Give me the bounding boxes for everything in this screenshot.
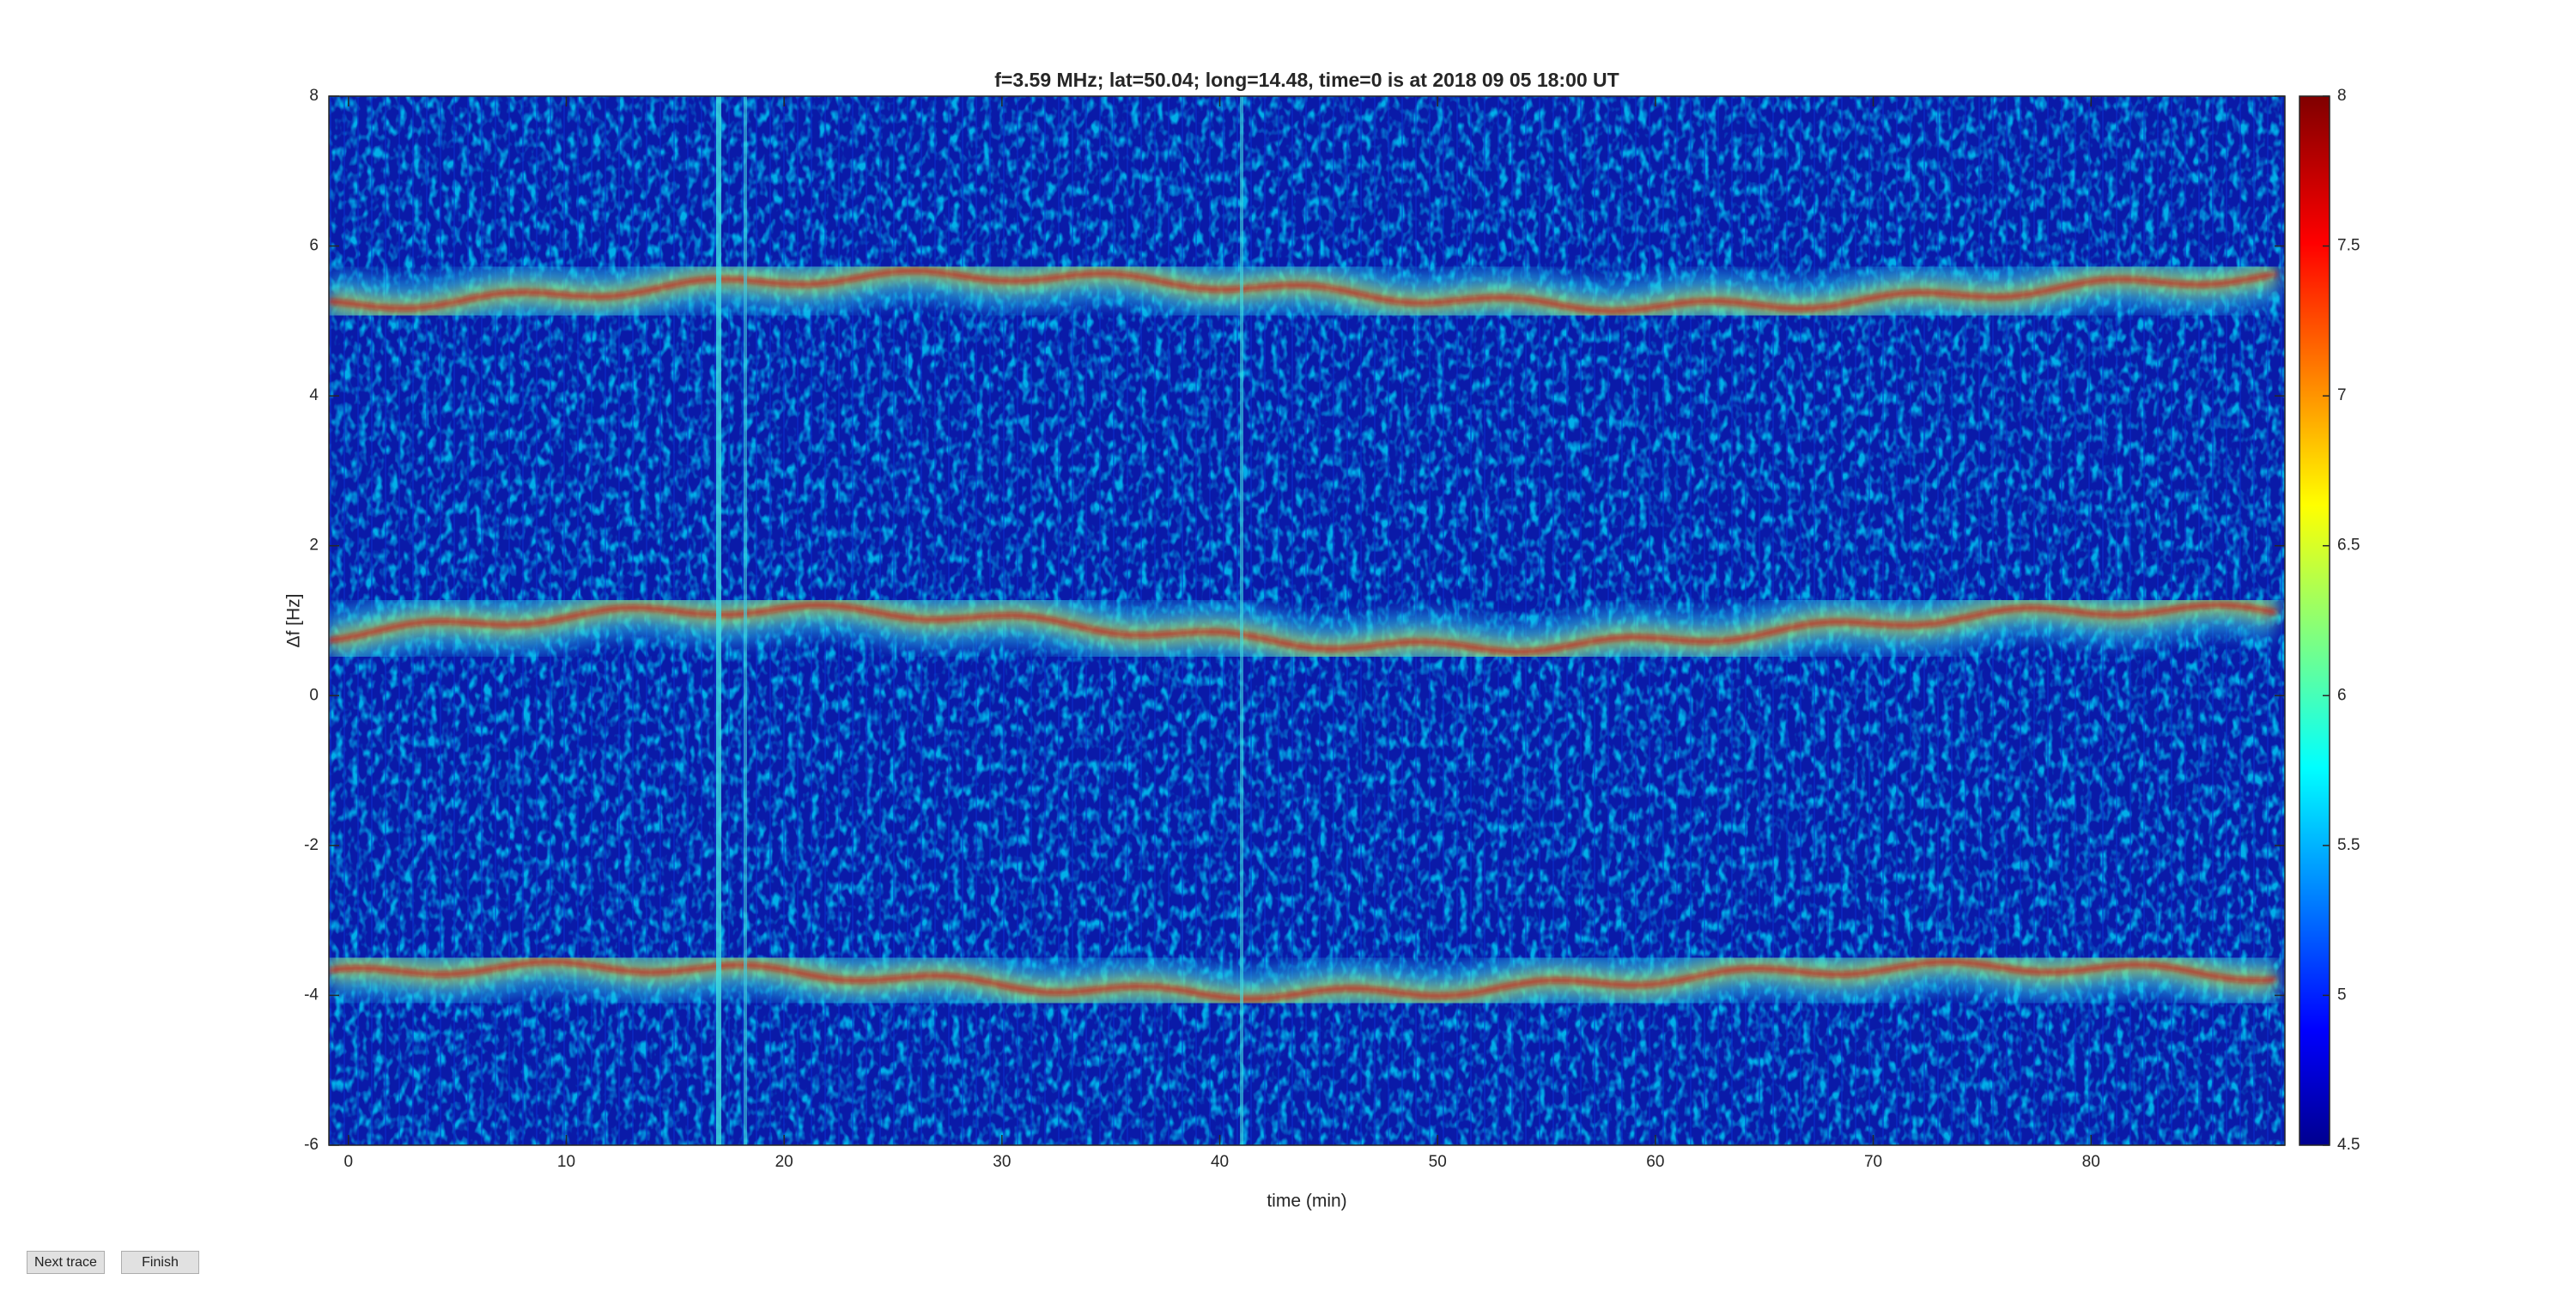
y-tick-label: 2 bbox=[309, 537, 319, 555]
x-tick-label: 0 bbox=[344, 1153, 354, 1171]
colorbar-tick-label: 7 bbox=[2337, 386, 2347, 404]
x-tick-label: 20 bbox=[775, 1153, 793, 1171]
colorbar-tick-label: 8 bbox=[2337, 87, 2347, 105]
y-tick-label: 8 bbox=[309, 87, 319, 105]
plot-frame bbox=[328, 95, 2286, 1146]
finish-button[interactable]: Finish bbox=[121, 1251, 199, 1274]
y-tick-label: 4 bbox=[309, 386, 319, 404]
x-axis-label: time (min) bbox=[1267, 1192, 1346, 1211]
band-core bbox=[329, 268, 2277, 314]
colorbar-tick-label: 6.5 bbox=[2337, 537, 2360, 555]
x-tick-label: 40 bbox=[1211, 1153, 1229, 1171]
x-tick-label: 70 bbox=[1864, 1153, 1882, 1171]
y-tick-label: 0 bbox=[309, 686, 319, 704]
colorbar-tick-label: 4.5 bbox=[2337, 1136, 2360, 1154]
x-tick-label: 50 bbox=[1429, 1153, 1447, 1171]
x-tick-label: 10 bbox=[557, 1153, 575, 1171]
y-axis-label: Δf [Hz] bbox=[284, 593, 304, 647]
y-tick-label: -4 bbox=[304, 986, 319, 1004]
spectrogram bbox=[329, 96, 2285, 1145]
chart-title: f=3.59 MHz; lat=50.04; long=14.48, time=… bbox=[994, 69, 1619, 91]
band-core bbox=[329, 602, 2277, 655]
band-core bbox=[329, 959, 2277, 1002]
colorbar-tick-label: 7.5 bbox=[2337, 237, 2360, 255]
x-tick-label: 80 bbox=[2082, 1153, 2100, 1171]
colorbar-tick-label: 6 bbox=[2337, 686, 2347, 704]
colorbar-tick-label: 5.5 bbox=[2337, 836, 2360, 854]
x-tick-label: 60 bbox=[1646, 1153, 1664, 1171]
colorbar-tick-label: 5 bbox=[2337, 986, 2347, 1004]
y-tick-label: 6 bbox=[309, 237, 319, 255]
x-tick-label: 30 bbox=[993, 1153, 1011, 1171]
colorbar bbox=[2299, 95, 2330, 1146]
y-tick-label: -2 bbox=[304, 836, 319, 854]
y-tick-label: -6 bbox=[304, 1136, 319, 1154]
next-trace-button[interactable]: Next trace bbox=[27, 1251, 105, 1274]
